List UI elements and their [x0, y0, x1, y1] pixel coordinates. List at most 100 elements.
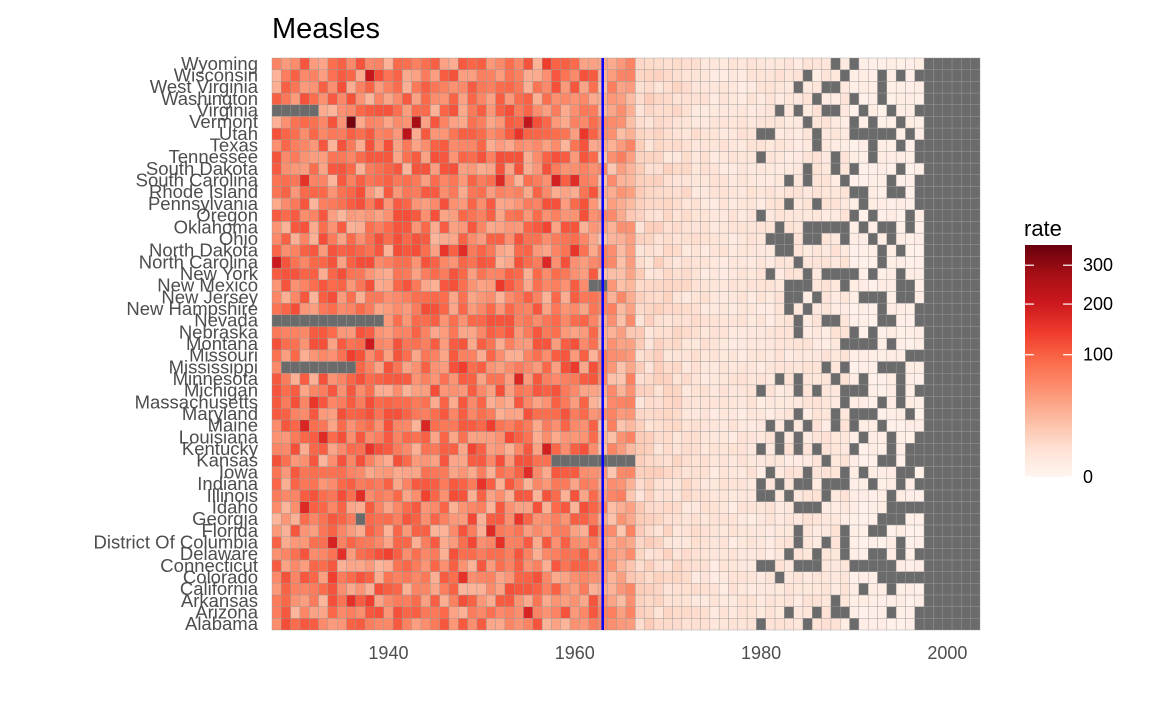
- heatmap-cell: [541, 139, 552, 152]
- heatmap-cell: [569, 372, 580, 386]
- heatmap-cell: [579, 583, 589, 596]
- heatmap-cell: [672, 501, 683, 514]
- heatmap-cell: [774, 349, 785, 362]
- heatmap-cell: [746, 349, 757, 362]
- heatmap-cell: [486, 606, 496, 619]
- heatmap-cell: [868, 186, 878, 199]
- heatmap-cell: [923, 139, 934, 152]
- heatmap-cell: [737, 489, 748, 502]
- heatmap-cell: [951, 186, 962, 199]
- heatmap-cell: [532, 244, 543, 257]
- heatmap-cell: [849, 232, 860, 245]
- heatmap-cell: [802, 209, 813, 222]
- heatmap-cell: [756, 104, 766, 117]
- heatmap-cell: [616, 408, 627, 421]
- heatmap-cell: [346, 594, 357, 607]
- heatmap-cell: [364, 57, 375, 70]
- heatmap-cell: [411, 571, 422, 584]
- heatmap-cell: [905, 232, 915, 245]
- heatmap-cell: [840, 618, 850, 631]
- heatmap-cell: [886, 291, 897, 304]
- heatmap-cell: [560, 209, 571, 222]
- heatmap-cell: [346, 372, 357, 386]
- heatmap-cell: [914, 443, 925, 456]
- heatmap-cell: [374, 69, 384, 82]
- heatmap-cell: [346, 69, 357, 82]
- heatmap-cell: [672, 524, 683, 537]
- heatmap-cell: [877, 267, 888, 280]
- heatmap-cell: [616, 466, 627, 479]
- heatmap-cell: [476, 431, 487, 444]
- heatmap-cell: [420, 396, 431, 409]
- heatmap-cell: [281, 606, 291, 619]
- heatmap-cell: [476, 489, 487, 502]
- heatmap-cell: [346, 478, 357, 491]
- heatmap-cell: [467, 244, 478, 257]
- heatmap-cell: [914, 57, 925, 70]
- heatmap-cell: [737, 454, 748, 467]
- heatmap-cell: [691, 186, 701, 199]
- heatmap-cell: [746, 81, 757, 94]
- heatmap-cell: [588, 583, 599, 596]
- heatmap-cell: [383, 606, 394, 619]
- heatmap-cell: [420, 408, 431, 421]
- heatmap-cell: [495, 513, 506, 526]
- heatmap-cell: [625, 443, 636, 456]
- heatmap-cell: [914, 478, 925, 491]
- heatmap-cell: [318, 151, 329, 164]
- heatmap-cell: [961, 396, 971, 409]
- heatmap-cell: [514, 466, 524, 479]
- heatmap-cell: [868, 489, 878, 502]
- heatmap-cell: [951, 302, 962, 316]
- heatmap-cell: [858, 267, 869, 280]
- heatmap-cell: [504, 232, 515, 245]
- heatmap-cell: [625, 232, 636, 245]
- heatmap-cell: [337, 186, 347, 199]
- heatmap-cell: [560, 396, 571, 409]
- heatmap-cell: [821, 337, 832, 351]
- heatmap-cell: [644, 104, 655, 117]
- y-tick-label: Washington: [161, 88, 258, 109]
- heatmap-cell: [346, 174, 357, 187]
- heatmap-cell: [961, 139, 971, 152]
- heatmap-cell: [616, 197, 627, 210]
- heatmap-cell: [495, 419, 506, 432]
- heatmap-cell: [868, 314, 878, 327]
- heatmap-cell: [681, 302, 692, 316]
- heatmap-cell: [346, 513, 357, 526]
- heatmap-cell: [439, 151, 450, 164]
- heatmap-cell: [625, 279, 636, 292]
- heatmap-cell: [746, 267, 757, 280]
- heatmap-cell: [709, 536, 720, 549]
- heatmap-cell: [709, 162, 720, 175]
- heatmap-cell: [430, 349, 440, 362]
- heatmap-cell: [746, 314, 757, 327]
- heatmap-cell: [793, 384, 804, 397]
- heatmap-cell: [868, 443, 878, 456]
- heatmap-cell: [746, 384, 757, 397]
- heatmap-cell: [346, 267, 357, 280]
- heatmap-cell: [355, 221, 366, 234]
- heatmap-cell: [504, 221, 515, 234]
- heatmap-cell: [569, 151, 580, 164]
- heatmap-cell: [299, 104, 310, 117]
- heatmap-cell: [532, 127, 543, 140]
- heatmap-cell: [607, 291, 617, 304]
- heatmap-cell: [420, 419, 431, 432]
- heatmap-cell: [709, 81, 720, 94]
- heatmap-cell: [541, 162, 552, 175]
- heatmap-cell: [309, 349, 319, 362]
- heatmap-cell: [793, 127, 804, 140]
- heatmap-cell: [439, 454, 450, 467]
- y-tick-label: Louisiana: [179, 426, 259, 447]
- heatmap-cell: [309, 548, 319, 561]
- heatmap-cell: [271, 267, 282, 280]
- heatmap-cell: [709, 396, 720, 409]
- heatmap-cell: [458, 583, 468, 596]
- heatmap-cell: [663, 524, 673, 537]
- heatmap-cell: [765, 81, 776, 94]
- heatmap-cell: [877, 151, 888, 164]
- heatmap-cell: [914, 501, 925, 514]
- heatmap-cell: [541, 396, 552, 409]
- heatmap-cell: [523, 349, 534, 362]
